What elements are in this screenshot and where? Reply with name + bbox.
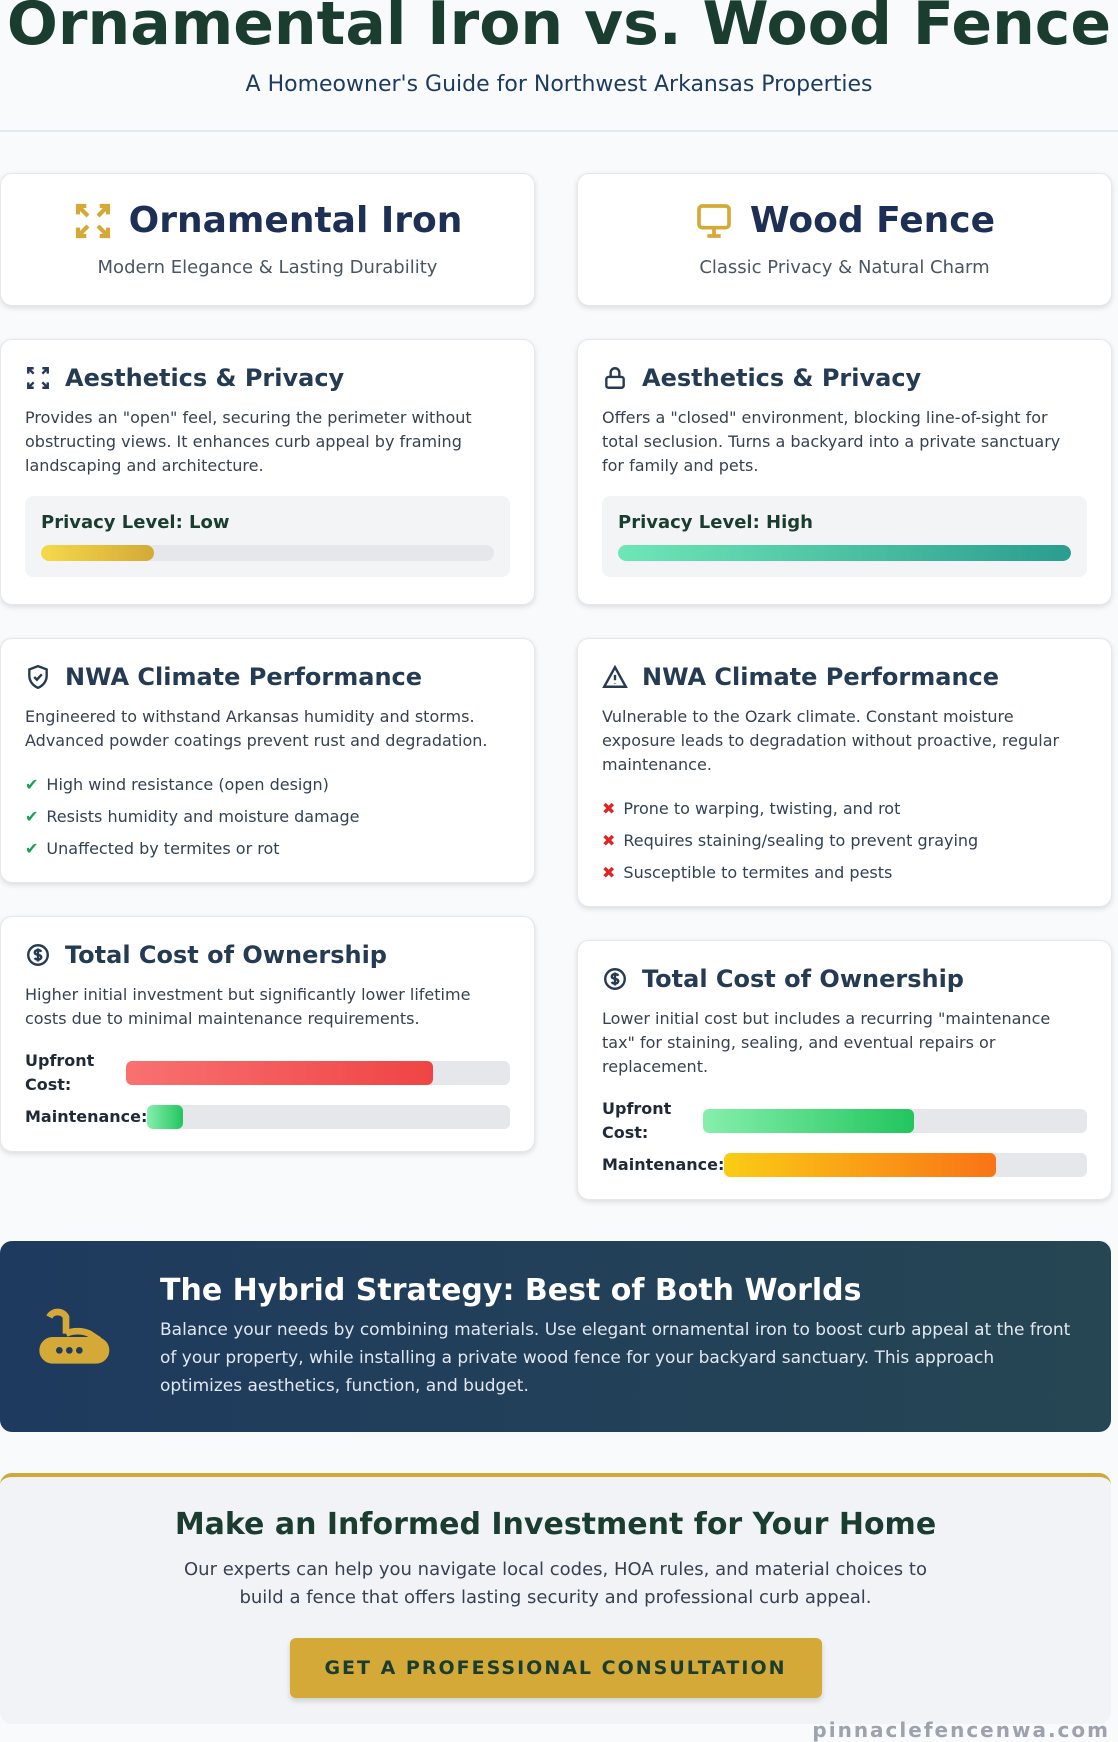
privacy-label: Privacy Level: Low: [41, 512, 230, 533]
bar: [41, 545, 155, 561]
bar: [724, 1153, 997, 1177]
title-card: Wood Fence Classic Privacy & Natural Cha…: [577, 173, 1112, 306]
iron-column: Ornamental Iron Modern Elegance & Lastin…: [0, 173, 535, 1185]
cost-row: Maintenance:: [25, 1105, 510, 1129]
list-item: ✔ Unaffected by termites or rot: [25, 833, 510, 865]
climate-card: NWA Climate Performance Vulnerable to th…: [577, 638, 1112, 907]
bar-track: [126, 1061, 510, 1085]
item-text: Susceptible to termites and pests: [623, 863, 893, 882]
icon: [75, 203, 110, 238]
cost-card: Total Cost of Ownership Higher initial i…: [0, 916, 535, 1152]
card-text: Higher initial investment but significan…: [25, 985, 471, 1028]
icon: [604, 968, 626, 990]
cost-label: Upfront Cost:: [25, 1051, 95, 1094]
card-heading: Aesthetics & Privacy: [642, 364, 922, 392]
column-tagline: Classic Privacy & Natural Charm: [699, 257, 990, 278]
cost-row: Upfront Cost:: [602, 1097, 1087, 1145]
aesthetics-card: Aesthetics & Privacy Provides an "open" …: [0, 339, 535, 605]
list: ✔ High wind resistance (open design) ✔ Res…: [25, 769, 510, 865]
card-heading: Total Cost of Ownership: [642, 965, 964, 993]
cost-label: Maintenance:: [602, 1155, 725, 1174]
icon: [27, 944, 49, 966]
bar: [126, 1061, 434, 1085]
cta-title: Make an Informed Investment for Your Hom…: [174, 1507, 937, 1542]
cta-button[interactable]: GET A PROFESSIONAL CONSULTATION: [289, 1638, 822, 1698]
item-text: Requires staining/sealing to prevent gra…: [623, 831, 979, 850]
wood-column: Wood Fence Classic Privacy & Natural Cha…: [577, 173, 1112, 1233]
list-item: ✖ Prone to warping, twisting, and rot: [602, 793, 1087, 825]
bar-track: [724, 1153, 1087, 1177]
bar: [147, 1105, 184, 1129]
column-title: Wood Fence: [749, 200, 996, 241]
bar-track: [703, 1109, 1087, 1133]
card-text: Lower initial cost but includes a recurr…: [602, 1009, 1051, 1076]
item-text: Prone to warping, twisting, and rot: [623, 799, 901, 818]
card-text: Provides an "open" feel, securing the pe…: [25, 408, 472, 475]
column-title: Ornamental Iron: [128, 200, 463, 241]
page-title: Ornamental Iron vs. Wood Fence: [6, 0, 1112, 59]
bar: [618, 545, 1071, 561]
card-text: Vulnerable to the Ozark climate. Constan…: [602, 707, 1060, 774]
icon: [602, 664, 628, 688]
icon: [28, 664, 48, 690]
hybrid-text: Balance your needs by combining material…: [160, 1320, 1071, 1396]
privacy-box: Privacy Level: High: [602, 496, 1087, 577]
card-heading: NWA Climate Performance: [642, 663, 1000, 691]
bar-track: [618, 545, 1071, 561]
footer-url: pinnaclefencenwa.com: [812, 1718, 1110, 1742]
icon: [697, 203, 731, 238]
item-text: High wind resistance (open design): [46, 775, 329, 794]
comparison: Ornamental Iron Modern Elegance & Lastin…: [0, 173, 1118, 1213]
list-item: ✔ High wind resistance (open design): [25, 769, 510, 801]
column-tagline: Modern Elegance & Lasting Durability: [97, 257, 438, 278]
cta-text: Our experts can help you navigate local …: [184, 1559, 927, 1608]
list-item: ✔ Resists humidity and moisture damage: [25, 801, 510, 833]
cost-label: Upfront Cost:: [602, 1099, 672, 1142]
cost-card: Total Cost of Ownership Lower initial co…: [577, 940, 1112, 1200]
icon: [27, 367, 49, 389]
list-item: ✖ Requires staining/sealing to prevent gr…: [602, 825, 1087, 857]
title-card: Ornamental Iron Modern Elegance & Lastin…: [0, 173, 535, 306]
icon: [605, 367, 625, 389]
icon: [39, 1308, 110, 1364]
privacy-label: Privacy Level: High: [618, 512, 813, 533]
cta-section: Make an Informed Investment for Your Hom…: [0, 1473, 1111, 1724]
card-heading: NWA Climate Performance: [65, 663, 423, 691]
cost-label: Maintenance:: [25, 1107, 148, 1126]
hybrid-banner: The Hybrid Strategy: Best of Both Worlds…: [0, 1241, 1111, 1432]
card-heading: Total Cost of Ownership: [65, 941, 387, 969]
page-subtitle: A Homeowner's Guide for Northwest Arkans…: [245, 72, 873, 97]
card-heading: Aesthetics & Privacy: [65, 364, 345, 392]
header: Ornamental Iron vs. Wood Fence A Homeown…: [0, 0, 1118, 132]
aesthetics-card: Aesthetics & Privacy Offers a "closed" e…: [577, 339, 1112, 605]
card-text: Engineered to withstand Arkansas humidit…: [25, 707, 488, 750]
bar-track: [147, 1105, 510, 1129]
list-item: ✖ Susceptible to termites and pests: [602, 857, 1087, 889]
hybrid-title: The Hybrid Strategy: Best of Both Worlds: [160, 1273, 862, 1308]
item-text: Unaffected by termites or rot: [46, 839, 280, 858]
climate-card: NWA Climate Performance Engineered to wi…: [0, 638, 535, 883]
cost-row: Maintenance:: [602, 1153, 1087, 1177]
bar-track: [41, 545, 494, 561]
privacy-box: Privacy Level: Low: [25, 496, 510, 577]
list: ✖ Prone to warping, twisting, and rot ✖ Re…: [602, 793, 1087, 889]
card-text: Offers a "closed" environment, blocking …: [602, 408, 1061, 475]
bar: [703, 1109, 915, 1133]
item-text: Resists humidity and moisture damage: [46, 807, 360, 826]
cost-row: Upfront Cost:: [25, 1049, 510, 1097]
